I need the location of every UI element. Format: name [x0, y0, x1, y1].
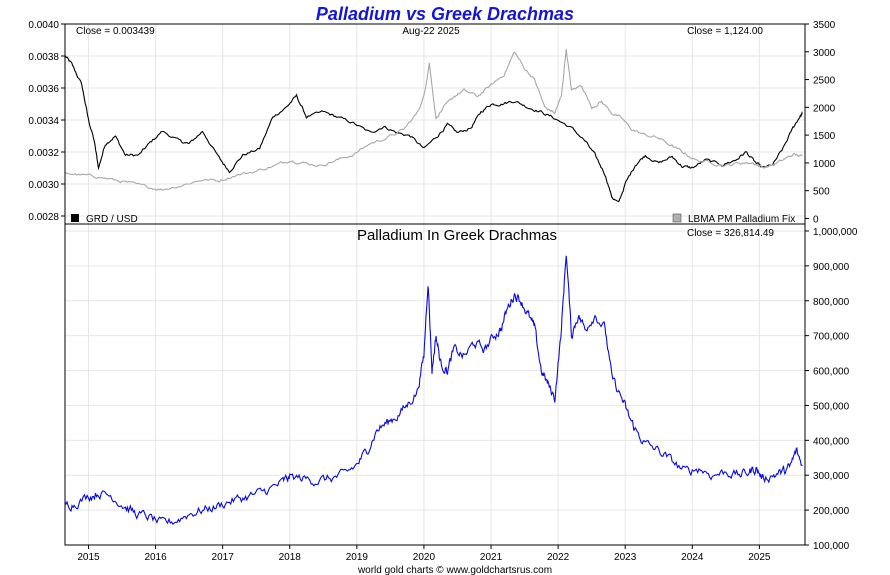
top-right-tick-label: 1000 [813, 159, 836, 170]
x-tick-label: 2024 [681, 552, 704, 563]
bottom-right-tick-label: 200,000 [813, 506, 850, 517]
legend-swatch-grd [71, 214, 79, 222]
top-right-tick-label: 500 [813, 187, 830, 198]
x-tick-label: 2021 [480, 552, 503, 563]
x-tick-label: 2019 [346, 552, 369, 563]
top-left-tick-label: 0.0032 [28, 148, 59, 159]
top-right-tick-label: 2500 [813, 76, 836, 87]
bottom-right-tick-label: 600,000 [813, 367, 850, 378]
x-tick-label: 2018 [279, 552, 302, 563]
bottom-right-tick-label: 400,000 [813, 436, 850, 447]
legend-swatch-palladium [672, 213, 682, 223]
bottom-panel: 1,000,000 900,000 800,000 700,000 600,000 500… [64, 223, 858, 563]
top-left-tick-label: 0.0028 [28, 212, 59, 223]
bottom-panel-frame [64, 223, 806, 546]
legend-label-palladium: LBMA PM Palladium Fix [688, 214, 795, 225]
top-right-tick-label: 3000 [813, 48, 836, 59]
bottom-title: Palladium In Greek Drachmas [357, 227, 557, 244]
x-tick-label: 2025 [748, 552, 771, 563]
bottom-right-tick-label: 700,000 [813, 332, 850, 343]
bottom-right-tick-label: 100,000 [813, 541, 850, 552]
bottom-right-tick-label: 800,000 [813, 297, 850, 308]
x-tick-label: 2016 [144, 552, 167, 563]
series-line-palladium-in-drachmas [64, 255, 803, 525]
top-right-tick-label: 0 [813, 214, 819, 225]
bottom-close-right: Close = 326,814.49 [687, 228, 774, 239]
top-close-left: Close = 0.003439 [76, 26, 155, 37]
top-right-tick-label: 2000 [813, 103, 836, 114]
top-right-tick-label: 1500 [813, 131, 836, 142]
x-tick-label: 2017 [212, 552, 235, 563]
bottom-right-tick-label: 900,000 [813, 262, 850, 273]
x-tick-label: 2022 [547, 552, 570, 563]
top-left-tick-label: 0.0040 [28, 20, 59, 31]
bottom-right-tick-label: 1,000,000 [813, 227, 858, 238]
top-left-tick-label: 0.0036 [28, 84, 59, 95]
top-close-right: Close = 1,124.00 [687, 26, 763, 37]
top-panel: 0.0040 0.0038 0.0036 0.0034 0.0032 0.0030 0.00… [28, 20, 835, 225]
top-date-label: Aug-22 2025 [402, 26, 460, 37]
footer-credit: world gold charts © www.goldchartsrus.co… [357, 565, 552, 575]
series-line-palladium-fix [64, 48, 803, 191]
chart-title: Palladium vs Greek Drachmas [316, 4, 574, 24]
top-left-tick-label: 0.0034 [28, 116, 59, 127]
top-left-tick-label: 0.0030 [28, 180, 59, 191]
top-panel-frame [64, 23, 806, 225]
bottom-right-tick-label: 300,000 [813, 471, 850, 482]
top-right-tick-label: 3500 [813, 20, 836, 31]
top-left-tick-label: 0.0038 [28, 52, 59, 63]
legend-label-grd: GRD / USD [86, 214, 138, 225]
x-tick-label: 2020 [413, 552, 436, 563]
bottom-right-tick-label: 500,000 [813, 401, 850, 412]
series-line-grd-usd [64, 55, 803, 203]
x-tick-label: 2023 [614, 552, 637, 563]
x-tick-label: 2015 [77, 552, 100, 563]
